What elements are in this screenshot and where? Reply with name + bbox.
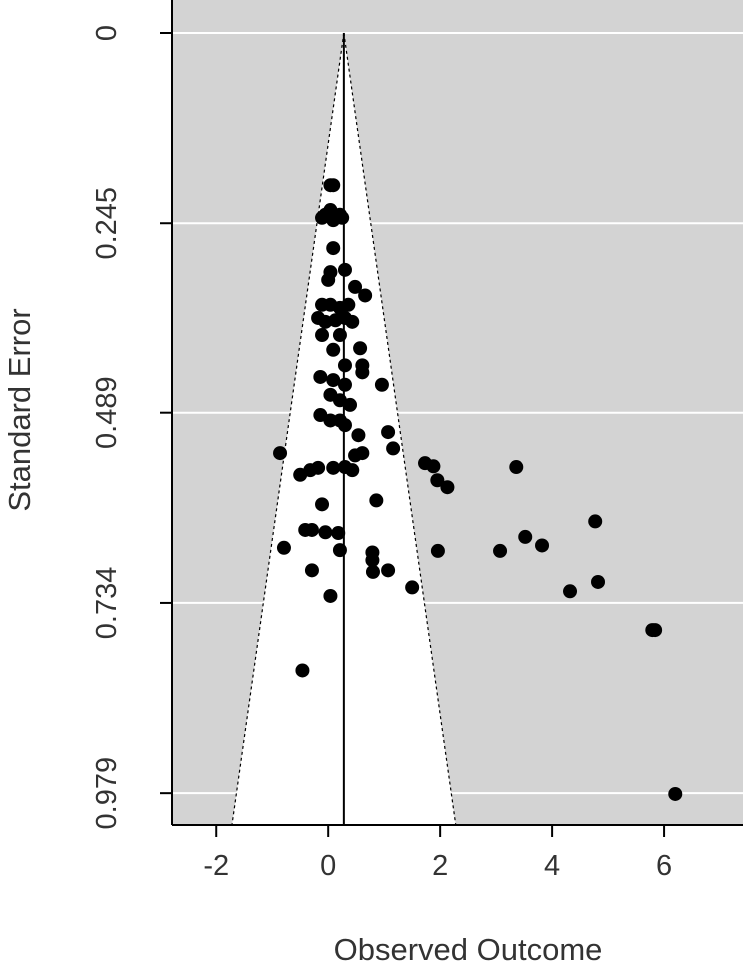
point	[648, 623, 663, 638]
point	[326, 460, 341, 475]
x-tick-label: -2	[203, 850, 229, 882]
y-tick-label: 0.245	[91, 187, 123, 260]
point	[535, 538, 550, 553]
point	[430, 473, 445, 488]
point	[563, 584, 578, 599]
point	[323, 588, 338, 603]
point	[331, 526, 346, 541]
y-tick-label: 0.489	[91, 376, 123, 449]
point	[405, 580, 420, 595]
point	[311, 460, 326, 475]
y-tick-label: 0.979	[91, 757, 123, 830]
point	[381, 425, 396, 440]
point	[668, 786, 683, 801]
point	[337, 418, 352, 433]
point	[315, 497, 330, 512]
x-tick-label: 6	[656, 850, 672, 882]
point	[315, 328, 330, 343]
point	[365, 564, 380, 579]
x-tick-label: 2	[432, 850, 448, 882]
funnel-edge	[343, 32, 457, 826]
point	[326, 342, 341, 357]
point	[518, 529, 533, 544]
point	[355, 446, 370, 461]
point	[343, 397, 358, 412]
point	[313, 369, 328, 384]
point	[493, 543, 508, 558]
point	[304, 522, 319, 537]
point	[337, 358, 352, 373]
point	[588, 514, 603, 529]
point	[358, 288, 373, 303]
point	[430, 543, 445, 558]
funnel-edge	[231, 32, 345, 826]
point	[355, 365, 370, 380]
point	[337, 262, 352, 277]
point	[348, 279, 363, 294]
y-tick-label: 0	[91, 25, 123, 41]
point	[374, 377, 389, 392]
point	[351, 428, 366, 443]
point	[381, 563, 396, 578]
x-tick-label: 4	[544, 850, 560, 882]
point	[315, 210, 330, 225]
point	[426, 459, 441, 474]
y-tick-label: 0.734	[91, 567, 123, 640]
point	[326, 178, 341, 193]
point	[365, 553, 380, 568]
point	[386, 441, 401, 456]
point	[337, 377, 352, 392]
point	[295, 663, 310, 678]
point	[591, 574, 606, 589]
point	[273, 446, 288, 461]
point	[353, 341, 368, 356]
point	[276, 540, 291, 555]
point	[509, 460, 524, 475]
x-tick-label: 0	[320, 850, 336, 882]
point	[440, 480, 455, 495]
point	[345, 463, 360, 478]
point	[304, 563, 319, 578]
y-axis-label: Standard Error	[2, 308, 37, 511]
point	[369, 493, 384, 508]
point	[332, 543, 347, 558]
point	[326, 373, 341, 388]
point	[321, 272, 336, 287]
point	[326, 241, 341, 256]
point	[332, 328, 347, 343]
point	[341, 297, 356, 312]
point	[345, 314, 360, 329]
x-axis-label: Observed Outcome	[334, 932, 603, 967]
point	[318, 525, 333, 540]
point	[335, 210, 350, 225]
